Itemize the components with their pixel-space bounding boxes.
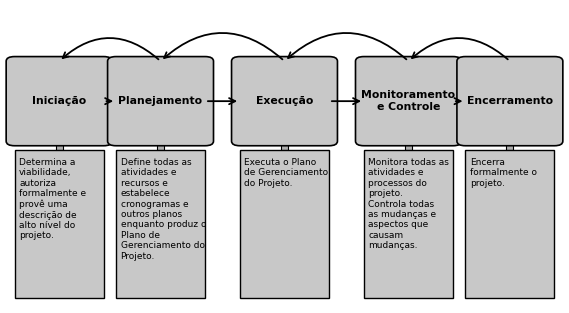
FancyBboxPatch shape [108, 57, 213, 146]
Polygon shape [277, 124, 292, 141]
Polygon shape [153, 124, 168, 141]
FancyBboxPatch shape [457, 57, 563, 146]
FancyBboxPatch shape [232, 57, 337, 146]
Polygon shape [281, 124, 288, 150]
Text: Determina a
viabilidade,
autoriza
formalmente e
provê uma
descriçāo de
alto níve: Determina a viabilidade, autoriza formal… [19, 158, 86, 240]
FancyBboxPatch shape [116, 150, 205, 298]
Polygon shape [52, 124, 67, 141]
Polygon shape [56, 124, 63, 150]
FancyBboxPatch shape [356, 57, 461, 146]
Text: Executa o Plano
de Gerenciamento
do Projeto.: Executa o Plano de Gerenciamento do Proj… [245, 158, 329, 188]
FancyBboxPatch shape [6, 57, 112, 146]
Text: Execução: Execução [256, 96, 313, 106]
Polygon shape [506, 124, 513, 150]
Polygon shape [502, 124, 517, 141]
FancyBboxPatch shape [364, 150, 453, 298]
Text: Monitora todas as
atividades e
processos do
projeto.
Controla todas
as mudanças : Monitora todas as atividades e processos… [369, 158, 450, 250]
Polygon shape [405, 124, 412, 150]
Text: Encerra
formalmente o
projeto.: Encerra formalmente o projeto. [470, 158, 537, 188]
FancyBboxPatch shape [465, 150, 554, 298]
Text: Planejamento: Planejamento [118, 96, 203, 106]
FancyBboxPatch shape [240, 150, 329, 298]
Polygon shape [157, 124, 164, 150]
Text: Iniciação: Iniciação [32, 96, 86, 106]
FancyBboxPatch shape [15, 150, 104, 298]
Text: Encerramento: Encerramento [467, 96, 553, 106]
Polygon shape [401, 124, 416, 141]
Text: Define todas as
atividades e
recursos e
estabelece
cronogramas e
outros planos
e: Define todas as atividades e recursos e … [121, 158, 206, 261]
Text: Monitoramento
e Controle: Monitoramento e Controle [361, 90, 456, 112]
